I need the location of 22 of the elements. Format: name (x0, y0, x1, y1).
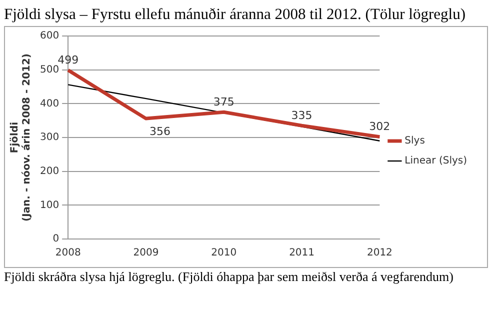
text: Fjöldi skráðra slysa hjá lögreglu. (Fjöldi óhappa þar sem meiðsl verða á vegfarendum) (4, 268, 454, 285)
x-tick-label: 2012 (366, 248, 392, 259)
y-tick-label: 400 (40, 98, 60, 110)
y-tick-label: 0 (52, 234, 60, 245)
y-tick-label: 300 (40, 132, 60, 144)
x-tick-label: 2008 (55, 248, 81, 259)
data-label: 302 (369, 120, 390, 134)
y-tick-label: 100 (40, 200, 60, 211)
x-tick-label: 2011 (289, 248, 315, 259)
x-tick-label: 2010 (211, 248, 237, 259)
y-axis-title: Fjöldi (Jan. - nóov. árin 2008 - 2012) (10, 54, 33, 222)
data-label: 499 (58, 54, 79, 67)
text: Slys (404, 136, 425, 147)
data-label: 375 (213, 95, 234, 108)
data-label: 356 (149, 124, 170, 138)
x-tick-label: 2009 (133, 248, 159, 259)
y-tick-label: 200 (40, 166, 60, 177)
legend-label: Linear (Slys) (404, 156, 468, 167)
data-label: 335 (291, 109, 312, 122)
y-tick-label: 600 (40, 30, 60, 42)
chart-title: Fjöldi slysa – Fyrstu ellefu mánuðir áranna 2008 til 2012. (Tölur lögreglu) (4, 5, 466, 25)
y-tick-label: 500 (40, 64, 60, 76)
